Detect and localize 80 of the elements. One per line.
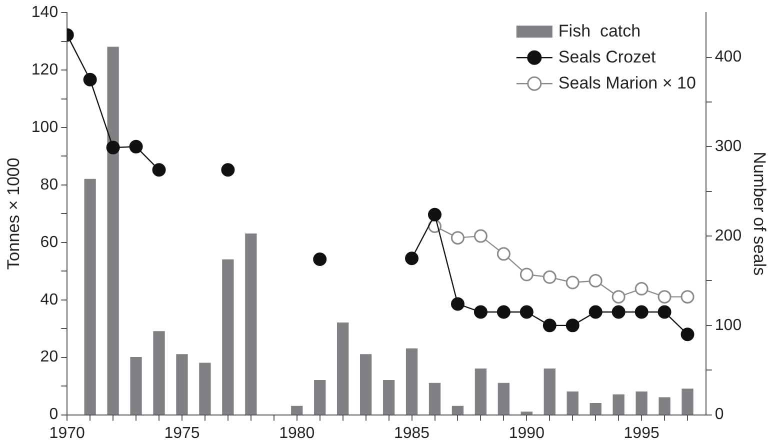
y2-tick-label: 400 xyxy=(714,48,742,66)
point xyxy=(612,305,626,319)
point xyxy=(658,290,672,304)
bar xyxy=(176,354,188,415)
point xyxy=(474,305,488,319)
bar xyxy=(406,348,418,415)
bar xyxy=(107,46,119,415)
point xyxy=(588,274,602,288)
bar xyxy=(337,322,349,415)
y2-tick-label: 100 xyxy=(714,316,742,334)
bar xyxy=(382,380,395,415)
point xyxy=(496,305,510,319)
bar xyxy=(520,412,532,415)
x-tick-label: 1975 xyxy=(164,424,200,442)
bar xyxy=(658,397,670,415)
bar xyxy=(682,388,694,415)
point xyxy=(680,328,694,342)
x-tick-label: 1995 xyxy=(624,424,660,442)
y-tick-label: 0 xyxy=(49,406,58,424)
point xyxy=(405,252,419,266)
bar xyxy=(590,402,602,415)
bar xyxy=(428,382,441,415)
bar xyxy=(314,380,326,415)
bar xyxy=(153,331,165,415)
point xyxy=(588,305,602,319)
bar xyxy=(222,259,234,415)
point xyxy=(450,231,464,245)
point xyxy=(566,318,580,332)
y-axis-title: Tonnes × 1000 xyxy=(4,158,23,270)
x-tick-label: 1980 xyxy=(279,424,315,442)
bar xyxy=(498,382,510,415)
y-tick-label: 140 xyxy=(31,4,58,22)
bar xyxy=(199,362,211,415)
point xyxy=(634,282,648,296)
point xyxy=(450,297,464,311)
y-tick-label: 40 xyxy=(40,291,58,308)
bar xyxy=(291,406,303,415)
point xyxy=(221,163,235,177)
point xyxy=(129,140,143,154)
point xyxy=(612,290,626,304)
point xyxy=(520,268,534,282)
x-tick-label: 1985 xyxy=(394,424,430,442)
point xyxy=(496,247,510,261)
y2-tick-label: 200 xyxy=(714,227,742,244)
x-tick-label: 1990 xyxy=(508,424,545,442)
x-tick-label: 1970 xyxy=(49,424,85,442)
point xyxy=(474,229,488,243)
y-tick-label: 100 xyxy=(31,118,58,136)
bar xyxy=(130,357,142,415)
point xyxy=(83,72,97,86)
point xyxy=(658,305,672,319)
bar xyxy=(474,368,487,415)
point xyxy=(520,305,534,319)
bar xyxy=(544,368,556,415)
bar xyxy=(612,394,624,415)
y-tick-label: 60 xyxy=(40,234,58,251)
y-tick-label: 20 xyxy=(40,348,58,366)
bar xyxy=(360,354,372,415)
point xyxy=(542,270,556,284)
point xyxy=(680,290,694,304)
legend-label: Fish catch xyxy=(558,21,641,40)
point xyxy=(152,163,166,177)
bar xyxy=(452,406,464,415)
bar xyxy=(636,391,648,415)
legend-label: Seals Crozet xyxy=(558,47,656,66)
y2-tick-label: 300 xyxy=(714,138,742,156)
y-tick-label: 120 xyxy=(31,61,58,78)
bar xyxy=(245,233,257,415)
bar xyxy=(566,391,578,415)
bar xyxy=(84,178,96,415)
y-tick-label: 80 xyxy=(40,176,58,194)
y2-axis-title: Number of seals xyxy=(750,152,770,276)
point xyxy=(542,318,556,332)
y2-tick-label: 0 xyxy=(714,406,724,424)
point xyxy=(428,208,442,222)
point xyxy=(566,276,580,290)
point xyxy=(106,140,120,154)
point xyxy=(313,252,327,266)
legend-label: Seals Marion × 10 xyxy=(558,73,696,92)
point xyxy=(634,305,648,319)
